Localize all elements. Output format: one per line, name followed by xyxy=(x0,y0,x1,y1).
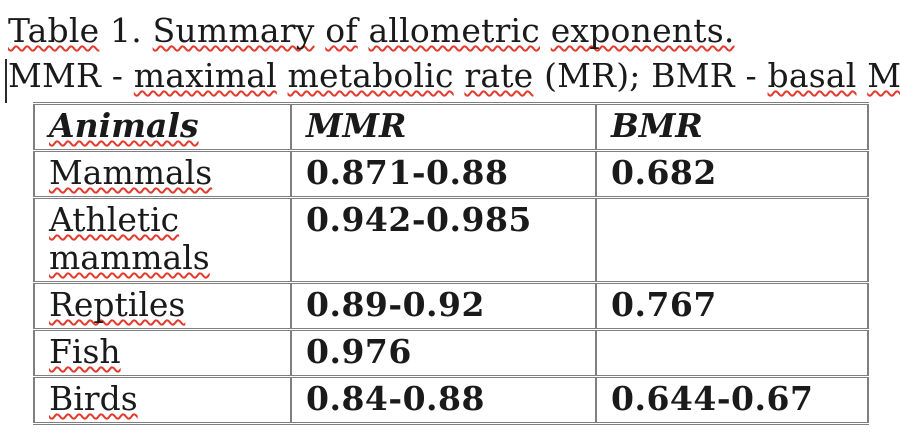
cell-mmr[interactable]: 0.84-0.88 xyxy=(290,375,597,425)
summary-table: Animals MMR BMR Mammals 0.871-0.88 0.682… xyxy=(33,102,869,425)
misspelled-word: Athletic mammals xyxy=(49,200,210,277)
cell-bmr[interactable]: 0.767 xyxy=(595,281,869,331)
col-header-bmr[interactable]: BMR xyxy=(595,102,869,152)
text-caret xyxy=(5,59,7,103)
misspelled-word: metabolic xyxy=(287,56,454,95)
misspelled-word: Birds xyxy=(49,379,138,418)
word xyxy=(315,11,326,50)
cell-animal[interactable]: Reptiles xyxy=(33,281,292,331)
col-header-mmr[interactable]: MMR xyxy=(290,102,597,152)
misspelled-word: Fish xyxy=(49,332,121,371)
cell-mmr[interactable]: 0.976 xyxy=(290,328,597,378)
misspelled-word: Mammals xyxy=(49,153,213,192)
word xyxy=(358,11,369,50)
cell-bmr[interactable] xyxy=(595,196,869,284)
word xyxy=(540,11,551,50)
cell-bmr[interactable]: 0.682 xyxy=(595,149,869,199)
cell-animal[interactable]: Athletic mammals xyxy=(33,196,292,284)
misspelled-word: Animals xyxy=(49,106,199,145)
word xyxy=(454,56,465,95)
misspelled-word: exponents. xyxy=(550,11,735,50)
cell-bmr[interactable] xyxy=(595,328,869,378)
cell-mmr[interactable]: 0.89-0.92 xyxy=(290,281,597,331)
cell-animal[interactable]: Fish xyxy=(33,328,292,378)
misspelled-word: rate xyxy=(464,56,534,95)
word xyxy=(857,56,868,95)
cell-animal[interactable]: Birds xyxy=(33,375,292,425)
word: MMR - xyxy=(8,56,134,95)
table-row-mammals: Mammals 0.871-0.88 0.682 xyxy=(33,149,869,199)
cell-mmr[interactable]: 0.942-0.985 xyxy=(290,196,597,284)
misspelled-word: Summary xyxy=(152,11,315,50)
cell-mmr[interactable]: 0.871-0.88 xyxy=(290,149,597,199)
misspelled-word: Reptiles xyxy=(49,285,186,324)
table-row-fish: Fish 0.976 xyxy=(33,328,869,378)
word: 1. xyxy=(99,11,153,50)
table-caption: Table 1. Summary of allometric exponents… xyxy=(0,0,900,98)
word: (MR); BMR - xyxy=(533,56,768,95)
misspelled-word: basal xyxy=(767,56,857,95)
table-header-row: Animals MMR BMR xyxy=(33,102,869,152)
misspelled-word: MR. xyxy=(867,56,900,95)
misspelled-word: Table xyxy=(8,11,100,50)
caption-line-1[interactable]: Table 1. Summary of allometric exponents… xyxy=(8,8,900,53)
misspelled-word: of xyxy=(325,11,358,50)
word xyxy=(277,56,288,95)
caption-line-2[interactable]: MMR - maximal metabolic rate (MR); BMR -… xyxy=(8,53,900,98)
cell-bmr[interactable]: 0.644-0.67 xyxy=(595,375,869,425)
col-header-animals[interactable]: Animals xyxy=(33,102,292,152)
misspelled-word: maximal xyxy=(133,56,277,95)
misspelled-word: allometric xyxy=(368,11,540,50)
cell-animal[interactable]: Mammals xyxy=(33,149,292,199)
table-row-athletic-mammals: Athletic mammals 0.942-0.985 xyxy=(33,196,869,284)
table-row-reptiles: Reptiles 0.89-0.92 0.767 xyxy=(33,281,869,331)
table-row-birds: Birds 0.84-0.88 0.644-0.67 xyxy=(33,375,869,425)
